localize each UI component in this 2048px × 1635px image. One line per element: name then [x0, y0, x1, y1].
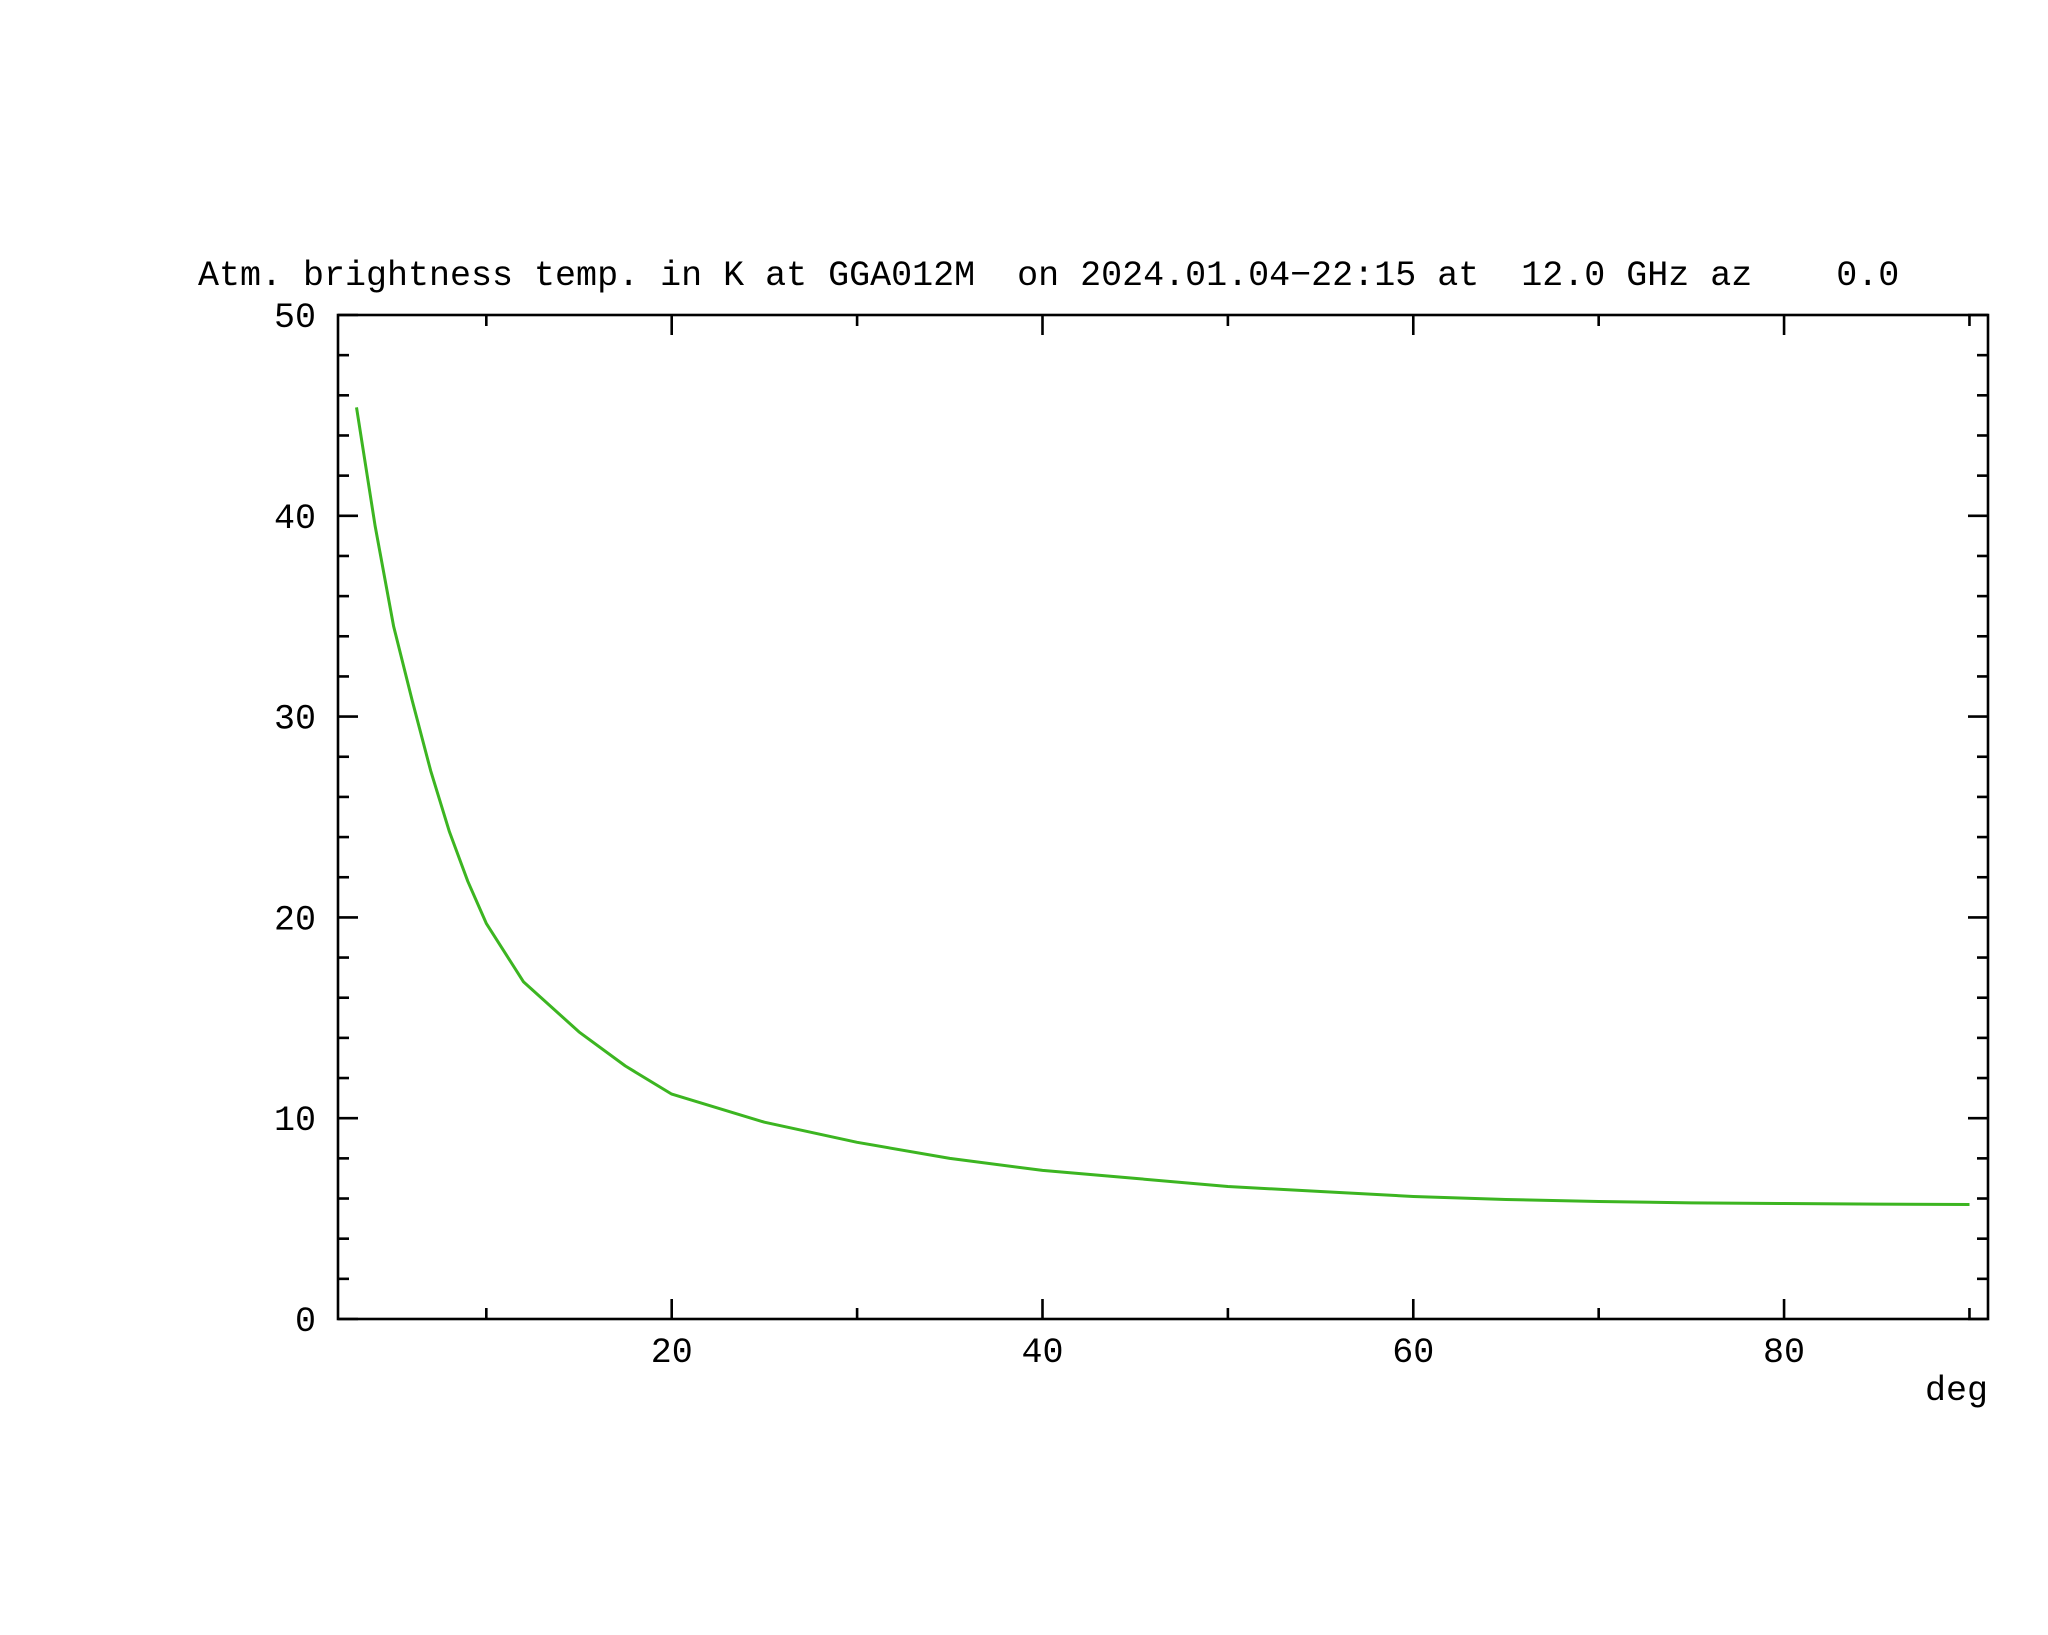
x-axis-label: deg [1925, 1371, 1988, 1411]
y-tick-label: 10 [274, 1101, 316, 1141]
x-tick-label: 60 [1392, 1333, 1434, 1373]
y-tick-label: 0 [295, 1302, 316, 1342]
plot-frame [336, 313, 1990, 1321]
y-tick-label: 50 [274, 298, 316, 338]
y-tick-label: 40 [274, 499, 316, 539]
data-line [355, 407, 1970, 1206]
chart-title: Atm. brightness temp. in K at GGA012M on… [198, 256, 1899, 296]
x-tick-label: 20 [651, 1333, 693, 1373]
x-tick-label: 80 [1763, 1333, 1805, 1373]
y-tick-label: 20 [274, 900, 316, 940]
x-tick-label: 40 [1021, 1333, 1063, 1373]
y-tick-label: 30 [274, 700, 316, 740]
